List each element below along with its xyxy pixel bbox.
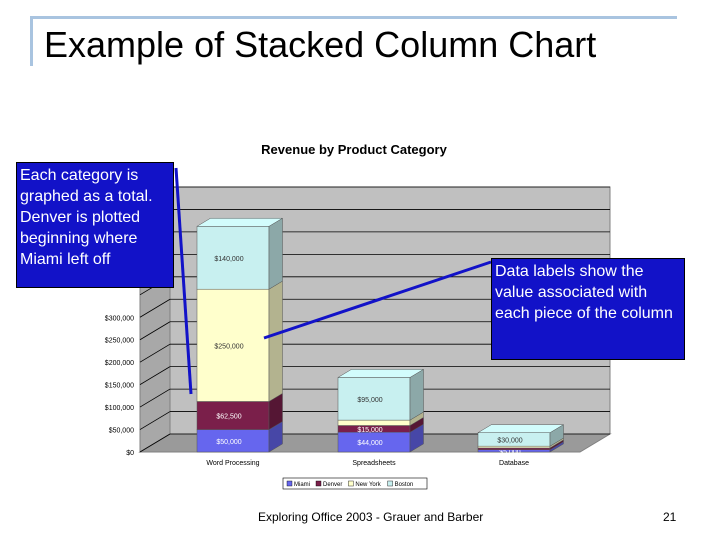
bar-segment-side [268, 280, 283, 402]
callout-stacking-note: Each category is graphed as a total. Den… [16, 162, 174, 288]
x-category-label: Database [499, 460, 529, 467]
y-tick-label: $150,000 [105, 383, 134, 390]
slide-title: Example of Stacked Column Chart [44, 24, 597, 65]
data-label: $140,000 [214, 256, 243, 263]
bar-top [477, 424, 565, 433]
gridline-side [139, 411, 171, 430]
data-label: $50,000 [216, 439, 241, 446]
data-label: $15,000 [357, 427, 382, 434]
legend-swatch [387, 480, 393, 487]
data-label: $62,500 [216, 414, 241, 421]
y-tick-label: $50,000 [109, 428, 134, 435]
title-frame-top [30, 16, 677, 19]
data-label: $44,000 [357, 440, 382, 447]
page-number: 21 [663, 510, 677, 524]
data-label: $95,000 [357, 397, 382, 404]
legend-label: New York [355, 482, 381, 488]
chart-legend [282, 477, 428, 490]
y-tick-label: $100,000 [105, 405, 134, 412]
bar-segment-front [337, 377, 411, 421]
callout-left-pointer [174, 167, 193, 395]
gridline-side [139, 343, 171, 363]
y-tick-label: $0 [126, 450, 134, 457]
chart-title: Revenue by Product Category [261, 142, 447, 157]
gridline-side [139, 298, 171, 318]
y-tick-label: $250,000 [105, 338, 134, 345]
bar-segment-front [477, 445, 551, 449]
slide-footer: Exploring Office 2003 - Grauer and Barbe… [258, 510, 484, 524]
legend-label: Miami [294, 482, 310, 488]
legend-swatch [348, 480, 354, 487]
bar-segment-front [196, 288, 270, 402]
bar-segment-front [196, 401, 270, 430]
gridline-side [139, 433, 171, 453]
y-tick-label: $200,000 [105, 360, 134, 367]
title-frame-left [30, 16, 33, 66]
bar-top [337, 369, 425, 378]
data-label: $5,000 [499, 449, 521, 456]
bar-segment-front [477, 447, 551, 451]
gridline-side [139, 388, 171, 408]
data-label: $250,000 [214, 343, 243, 350]
data-label: $30,000 [497, 437, 522, 444]
legend-label: Boston [395, 482, 414, 488]
legend-label: Denver [323, 482, 342, 488]
gridline-side [139, 321, 171, 341]
bar-top [196, 217, 284, 227]
bar-segment-front [337, 419, 411, 426]
bar-segment-side [268, 217, 283, 290]
legend-swatch [315, 480, 322, 487]
x-category-label: Spreadsheets [352, 460, 396, 467]
legend-swatch [286, 480, 293, 487]
callout-right-pointer [263, 260, 492, 340]
gridline-side [139, 366, 171, 385]
bar-segment-front [196, 226, 270, 290]
x-category-label: Word Processing [206, 460, 259, 467]
callout-data-labels-note: Data labels show the value associated wi… [491, 258, 685, 360]
bar-segment-side [409, 368, 424, 421]
y-tick-label: $300,000 [105, 315, 134, 322]
